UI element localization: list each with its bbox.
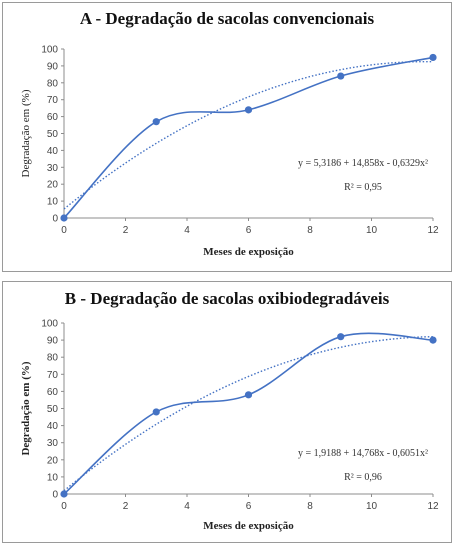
x-tick-label: 4 [184, 501, 190, 512]
series-line [63, 332, 434, 495]
x-tick-label: 12 [427, 225, 439, 236]
data-point-marker [244, 391, 253, 399]
x-axis-label: Meses de exposição [203, 246, 294, 258]
y-tick-label: 90 [47, 336, 59, 347]
y-tick-label: 40 [47, 421, 59, 432]
y-tick-label: 60 [47, 112, 59, 123]
chart-panel-b: B - Degradação de sacolas oxibiodegradáv… [2, 281, 452, 543]
y-tick-label: 20 [47, 455, 59, 466]
y-tick-label: 0 [52, 214, 58, 225]
y-tick-label: 30 [47, 438, 59, 449]
y-tick-label: 50 [47, 129, 59, 140]
x-tick-label: 8 [307, 225, 313, 236]
x-tick-label: 0 [61, 501, 67, 512]
series-line [63, 56, 434, 219]
y-tick-label: 10 [47, 472, 59, 483]
x-tick-label: 6 [246, 501, 252, 512]
y-tick-label: 50 [47, 404, 59, 415]
data-point-marker [152, 408, 160, 416]
y-tick-label: 10 [47, 197, 59, 208]
y-tick-label: 80 [47, 353, 59, 364]
data-point-marker [152, 118, 160, 126]
r-squared-label: R² = 0,96 [344, 472, 382, 483]
x-tick-label: 2 [123, 225, 129, 236]
y-tick-label: 90 [47, 61, 59, 72]
data-point-marker [429, 336, 437, 344]
y-tick-label: 100 [41, 45, 58, 56]
x-tick-label: 6 [246, 225, 252, 236]
y-tick-label: 100 [41, 319, 58, 330]
trendline-equation: y = 1,9188 + 14,768x - 0,6051x² [298, 448, 428, 459]
y-tick-label: 0 [52, 490, 58, 501]
trendline-polynomial [63, 335, 434, 492]
x-tick-label: 4 [184, 225, 190, 236]
data-point-marker [429, 53, 437, 62]
data-point-marker [244, 106, 253, 114]
r-squared-label: R² = 0,95 [344, 182, 382, 193]
x-tick-label: 10 [366, 225, 378, 236]
x-tick-label: 0 [61, 225, 67, 236]
data-point-marker [60, 214, 68, 222]
chart-title: B - Degradação de sacolas oxibiodegradáv… [64, 289, 390, 308]
chart-b-plot: 0 10 20 30 40 50 60 70 80 90 100 0 2 4 6 8 10 12 Meses de … [20, 319, 439, 533]
y-tick-label: 60 [47, 387, 59, 398]
x-tick-label: 12 [427, 501, 439, 512]
data-point-marker [60, 490, 68, 498]
y-axis-label: Degradação em (%) [20, 89, 32, 177]
y-tick-label: 70 [47, 95, 59, 106]
data-point-marker [337, 333, 345, 341]
y-tick-label: 70 [47, 370, 59, 381]
x-tick-label: 8 [307, 501, 313, 512]
trendline-equation: y = 5,3186 + 14,858x - 0,6329x² [298, 158, 428, 169]
y-tick-label: 30 [47, 163, 59, 174]
chart-panel-a: A - Degradação de sacolas convencionais … [2, 2, 452, 272]
y-tick-label: 20 [47, 180, 59, 191]
y-tick-label: 80 [47, 78, 59, 89]
chart-a-plot: 0 10 20 30 40 50 60 70 80 90 100 0 2 4 6 8 10 12 Meses de … [20, 45, 439, 259]
y-tick-label: 40 [47, 146, 59, 157]
y-axis-label: Degradação em (%) [20, 361, 32, 455]
x-axis-label: Meses de exposição [203, 520, 294, 532]
x-tick-label: 2 [123, 501, 129, 512]
x-tick-label: 10 [366, 501, 378, 512]
chart-title: A - Degradação de sacolas convencionais [79, 9, 375, 28]
trendline-polynomial [63, 60, 434, 210]
data-point-marker [337, 72, 345, 80]
